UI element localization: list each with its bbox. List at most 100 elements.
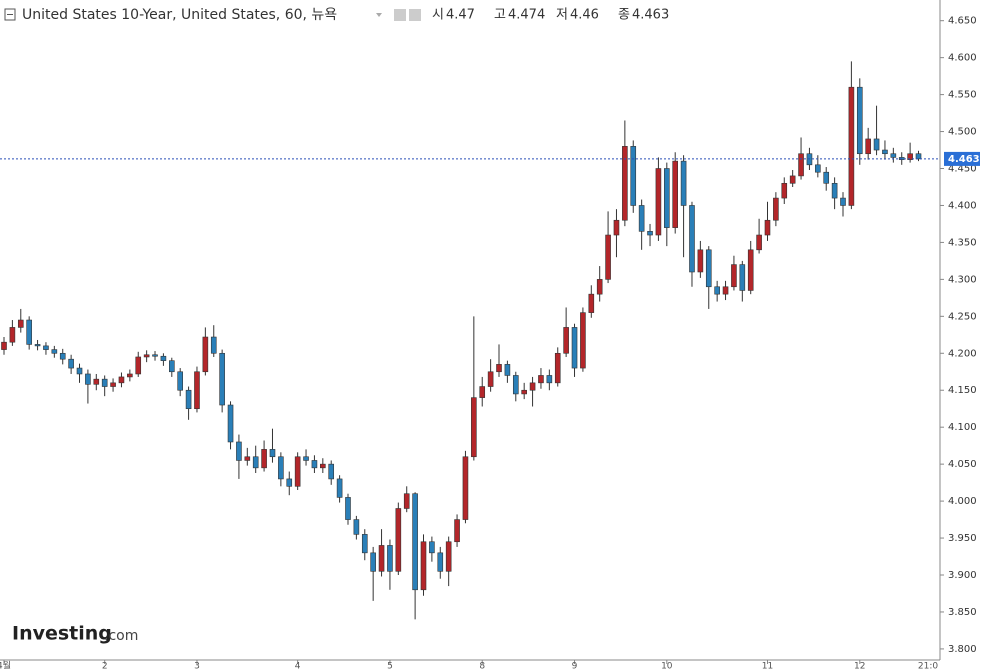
candle-body — [773, 197, 779, 221]
candle-body — [512, 375, 519, 395]
y-tick-label: 4.400 — [948, 200, 977, 211]
candle-body — [672, 160, 679, 228]
y-tick-label: 4.050 — [948, 459, 977, 470]
candle-body — [101, 378, 108, 387]
candle-body — [278, 456, 284, 480]
candle-body — [856, 86, 863, 155]
candle-body — [395, 508, 402, 572]
candle-body — [202, 336, 209, 373]
candle-body — [622, 146, 628, 221]
candle-body — [613, 219, 620, 236]
candle-body — [236, 441, 242, 461]
candle-body — [605, 234, 611, 280]
x-tick-label: 5 — [387, 662, 393, 669]
candle-body — [907, 153, 913, 160]
ohlc-label: 저 — [556, 8, 568, 23]
ohlc-label: 시 — [432, 8, 444, 23]
candle-body — [328, 463, 335, 480]
candle-body — [51, 349, 58, 354]
y-tick-label: 4.650 — [948, 16, 977, 27]
candle-body — [487, 371, 494, 387]
y-tick-label: 4.000 — [948, 496, 977, 507]
candle-body — [789, 175, 796, 184]
candle-body — [840, 197, 846, 206]
candle-body — [571, 327, 578, 369]
candle-body — [26, 319, 32, 345]
y-tick-label: 4.500 — [948, 127, 977, 138]
candle-body — [664, 168, 670, 228]
ohlc-value: 4.474 — [508, 8, 545, 23]
icon-button[interactable] — [394, 9, 406, 21]
candle-body — [127, 373, 133, 378]
watermark-brand: Investing — [12, 623, 112, 645]
candle-body — [479, 386, 486, 398]
y-tick-label: 4.550 — [948, 90, 977, 101]
chart-title: United States 10-Year, United States, 60… — [22, 7, 337, 23]
candle-body — [546, 375, 553, 384]
candle-body — [17, 319, 24, 328]
candle-body — [504, 364, 511, 376]
y-tick-label: 3.850 — [948, 607, 977, 618]
collapse-icon[interactable] — [4, 8, 16, 21]
candle-body — [152, 354, 158, 357]
candle-body — [630, 146, 637, 206]
candle-body — [764, 219, 771, 236]
candle-body — [462, 456, 469, 520]
candle-body — [798, 153, 804, 177]
y-tick-label: 4.450 — [948, 164, 977, 175]
ohlc-label: 고 — [494, 8, 506, 23]
candle-body — [169, 360, 175, 373]
x-tick-label: 21:0 — [918, 662, 938, 669]
candle-body — [739, 264, 746, 291]
candle-body — [697, 249, 704, 273]
candle-body — [596, 279, 603, 295]
x-tick-label: 3 — [194, 662, 200, 669]
x-tick-label: 4 — [295, 662, 301, 669]
candle-body — [882, 149, 888, 155]
candle-body — [68, 358, 74, 369]
candle-body — [647, 231, 653, 236]
candle-body — [403, 493, 410, 509]
candle-body — [294, 456, 301, 487]
candle-body — [915, 153, 922, 160]
y-tick-label: 4.250 — [948, 311, 977, 322]
candle-body — [320, 463, 326, 469]
candle-body — [445, 541, 452, 572]
candle-body — [76, 367, 83, 375]
candle-body — [538, 375, 544, 384]
icon-button[interactable] — [409, 9, 421, 21]
watermark-domain: .com — [104, 628, 138, 644]
x-tick-label: 10 — [661, 662, 673, 669]
dropdown-arrow[interactable] — [376, 13, 382, 17]
ohlc-label: 종 — [618, 8, 630, 23]
candle-body — [471, 397, 477, 458]
y-tick-label: 4.350 — [948, 237, 977, 248]
candle-body — [588, 293, 595, 313]
candle-body — [554, 352, 561, 384]
candle-body — [1, 341, 7, 350]
candle-body — [219, 352, 225, 406]
candle-body — [34, 344, 41, 347]
candle-body — [177, 371, 183, 391]
candle-body — [563, 327, 569, 354]
last-price-label: 4.463 — [948, 154, 980, 165]
y-tick-label: 4.150 — [948, 385, 977, 396]
candle-body — [210, 336, 217, 354]
candle-body — [43, 345, 49, 350]
x-tick-label: 12 — [854, 662, 865, 669]
y-tick-label: 4.100 — [948, 422, 977, 433]
candle-body — [756, 234, 762, 251]
candle-body — [823, 171, 830, 184]
candle-body — [890, 153, 897, 158]
candle-body — [454, 519, 460, 543]
candle-body — [496, 364, 502, 373]
candle-body — [831, 182, 838, 199]
y-tick-label: 4.300 — [948, 274, 977, 285]
candle-body — [118, 376, 125, 384]
candle-body — [353, 519, 360, 535]
x-tick-label: 2 — [102, 662, 108, 669]
ohlc-value: 4.46 — [570, 8, 599, 23]
candle-body — [731, 264, 737, 288]
candle-body — [705, 249, 712, 288]
